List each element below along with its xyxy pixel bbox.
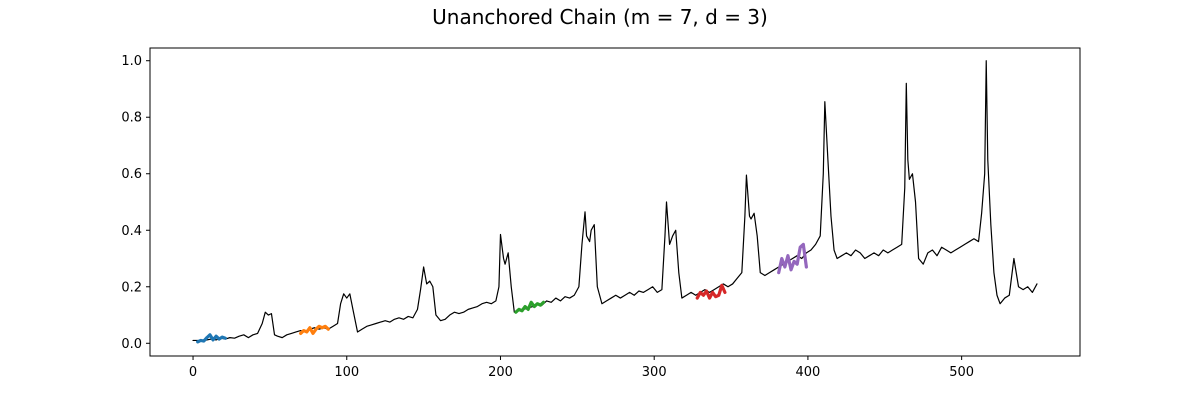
x-tick-label: 200	[488, 365, 513, 380]
chain-link-line-3	[514, 300, 546, 314]
plot-area: 0 100 200 300 400 500 0.0 0.2 0.4 0.6 0.8 1.0	[121, 47, 1081, 380]
x-tick-label: 100	[334, 365, 359, 380]
y-tick-label: 1.0	[121, 54, 142, 69]
chain-link-line-4	[695, 283, 727, 300]
chain-link-line-5	[777, 242, 808, 275]
y-tick-label: 0.8	[121, 111, 142, 126]
y-tick-label: 0.2	[121, 280, 142, 295]
y-tick-label: 0.4	[121, 224, 142, 239]
y-tick-label: 0.6	[121, 167, 142, 182]
y-tick-label: 0.0	[121, 337, 142, 352]
time-series-line	[192, 60, 1038, 342]
chart-title: Unanchored Chain (m = 7, d = 3)	[432, 5, 768, 29]
plot-frame	[149, 47, 1081, 357]
chain-link-line-2	[299, 324, 330, 335]
chain-link-line-1	[196, 333, 227, 344]
x-tick-label: 500	[949, 365, 974, 380]
x-tick-label: 400	[796, 365, 821, 380]
x-tick-label: 300	[642, 365, 667, 380]
x-tick-label: 0	[189, 365, 197, 380]
